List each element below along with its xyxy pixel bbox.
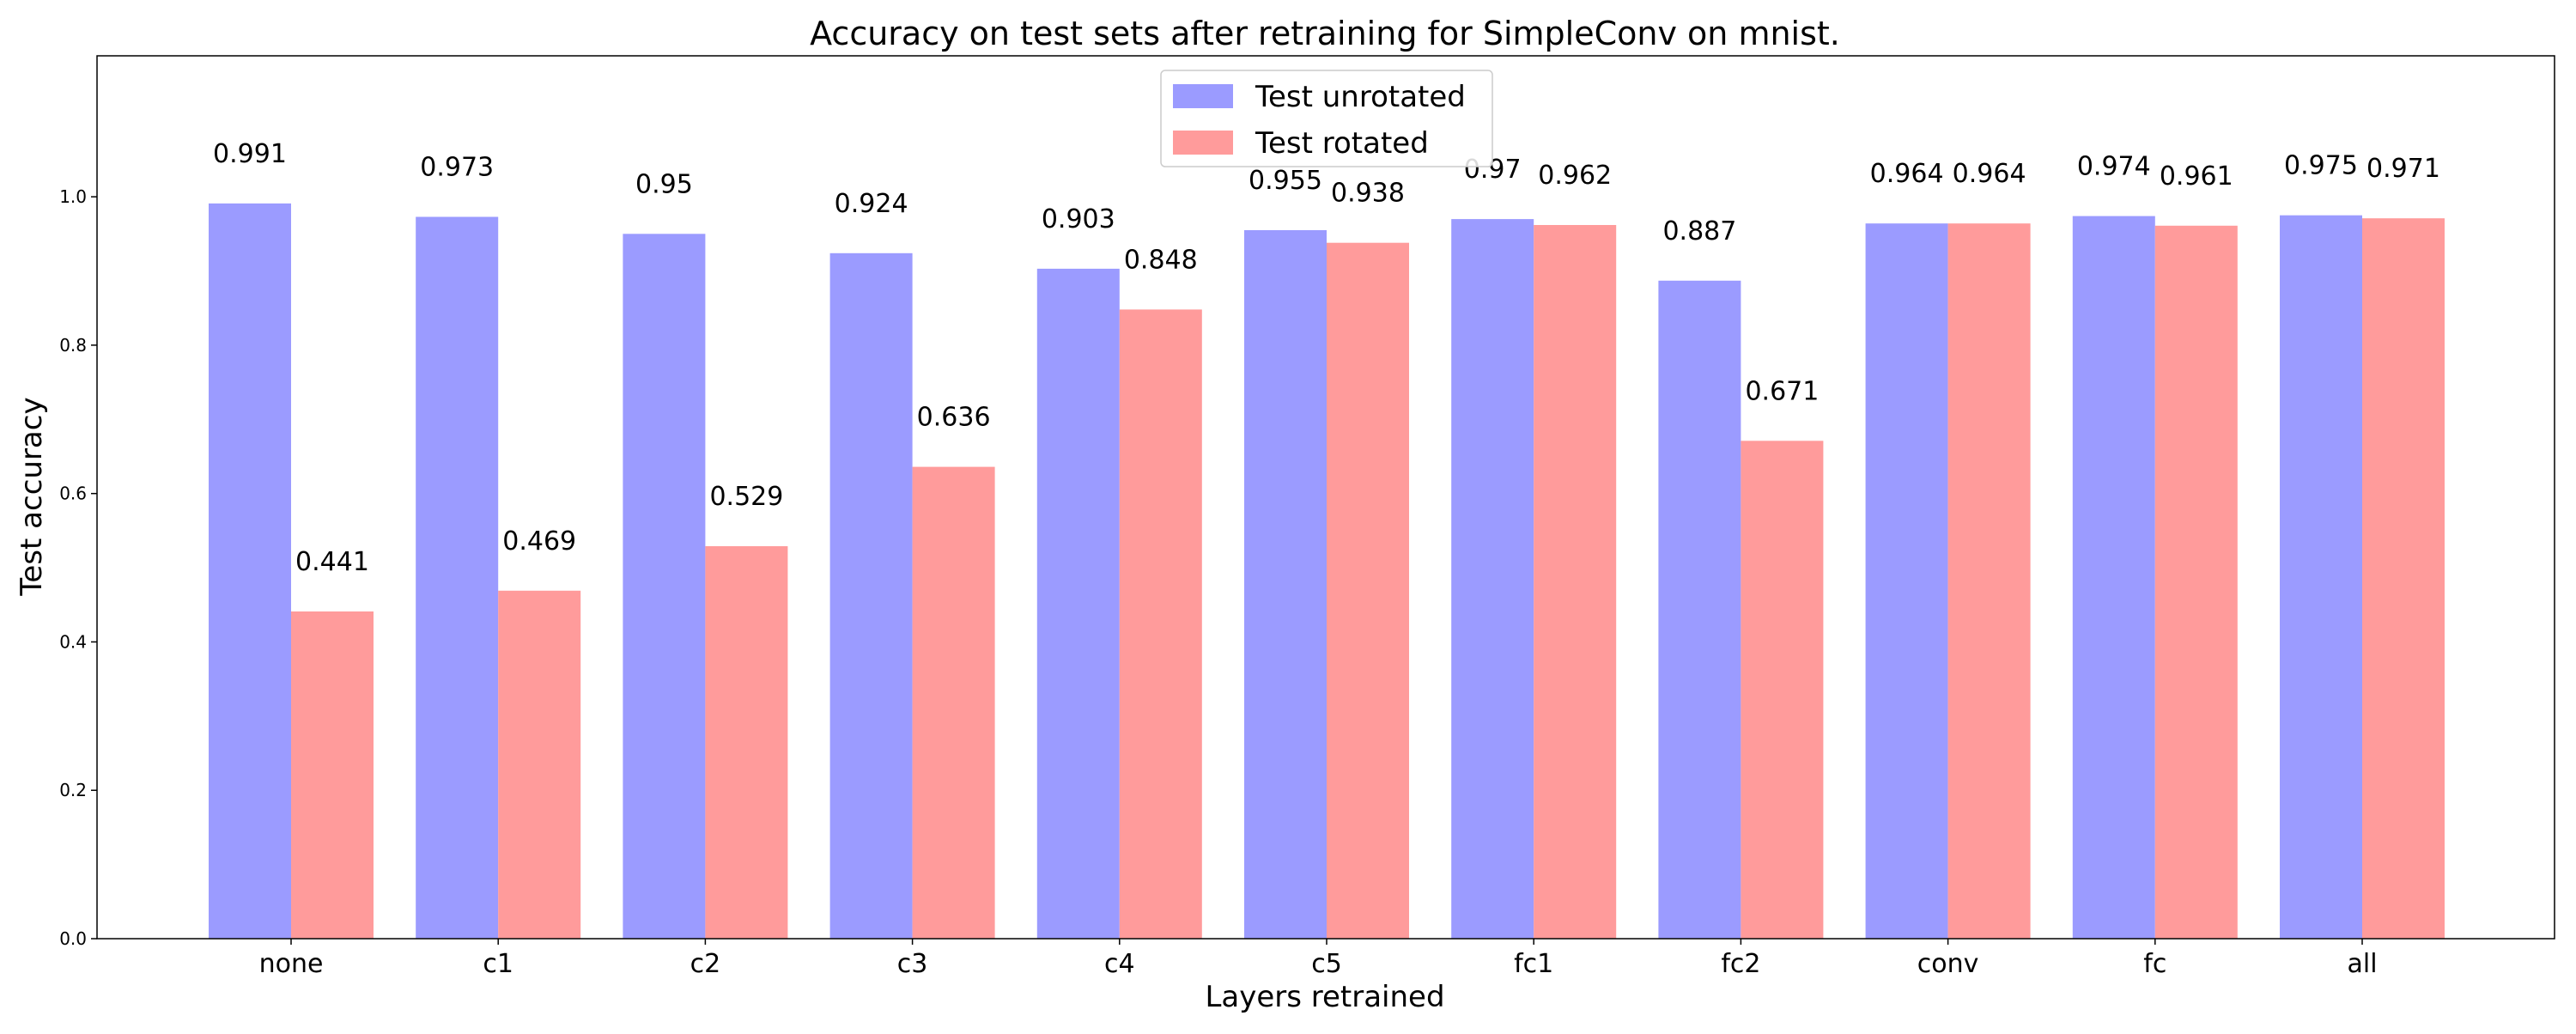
data-label-unrotated-c3: 0.924 [835, 189, 908, 219]
bar-rotated-fc2 [1741, 441, 1824, 939]
bar-rotated-conv [1947, 223, 2031, 939]
x-tick-label-all: all [2347, 949, 2377, 979]
bar-unrotated-fc2 [1658, 280, 1741, 939]
y-tick-label-0.4: 0.4 [59, 631, 87, 652]
data-label-rotated-all: 0.971 [2366, 154, 2440, 184]
x-tick-label-c4: c4 [1104, 949, 1135, 979]
data-label-rotated-fc1: 0.962 [1538, 161, 1612, 191]
bar-rotated-all [2362, 218, 2445, 939]
data-label-rotated-none: 0.441 [295, 547, 369, 577]
data-label-unrotated-fc2: 0.887 [1662, 216, 1736, 246]
bar-unrotated-all [2280, 215, 2362, 939]
y-tick-label-1.0: 1.0 [59, 186, 87, 207]
x-tick-label-fc: fc [2143, 949, 2166, 979]
x-tick-label-fc2: fc2 [1721, 949, 1760, 979]
bar-rotated-fc1 [1534, 225, 1617, 939]
plot-frame [96, 55, 2555, 940]
data-label-unrotated-conv: 0.964 [1870, 159, 1944, 189]
data-label-rotated-c1: 0.469 [502, 526, 576, 557]
bar-unrotated-c1 [416, 216, 499, 939]
data-label-unrotated-fc: 0.974 [2077, 152, 2151, 182]
x-tick-label-fc1: fc1 [1514, 949, 1553, 979]
y-tick-label-0.6: 0.6 [59, 484, 87, 504]
bar-unrotated-none [209, 203, 291, 939]
y-axis-label: Test accuracy [15, 397, 49, 596]
x-tick-label-c5: c5 [1311, 949, 1342, 979]
bar-unrotated-c3 [829, 252, 913, 939]
bar-rotated-c1 [498, 590, 581, 939]
x-axis-label: Layers retrained [1205, 980, 1444, 1014]
data-label-unrotated-all: 0.975 [2284, 151, 2358, 181]
legend-swatch-unrotated [1173, 84, 1233, 108]
x-tick-label-conv: conv [1917, 949, 1979, 979]
data-label-unrotated-c4: 0.903 [1042, 204, 1115, 234]
y-tick-label-0.0: 0.0 [59, 928, 87, 949]
bar-unrotated-c5 [1244, 230, 1327, 939]
data-label-rotated-fc2: 0.671 [1745, 376, 1819, 406]
legend-label-rotated: Test rotated [1255, 126, 1429, 161]
data-label-rotated-c2: 0.529 [709, 482, 783, 512]
data-label-rotated-fc: 0.961 [2160, 161, 2233, 192]
data-label-unrotated-c2: 0.95 [635, 169, 693, 199]
chart-title: Accuracy on test sets after retraining f… [810, 15, 1840, 52]
bar-rotated-c5 [1327, 242, 1409, 939]
bar-rotated-fc [2154, 225, 2238, 939]
bar-rotated-none [291, 611, 374, 939]
data-label-unrotated-none: 0.991 [213, 139, 287, 169]
x-tick-label-c3: c3 [897, 949, 928, 979]
legend-box [1160, 70, 1493, 167]
legend-label-unrotated: Test unrotated [1255, 80, 1466, 114]
data-label-rotated-c5: 0.938 [1331, 179, 1405, 209]
x-tick-label-c2: c2 [690, 949, 721, 979]
y-tick-label-0.8: 0.8 [59, 335, 87, 356]
bar-rotated-c2 [705, 546, 788, 939]
x-tick-label-c1: c1 [483, 949, 513, 979]
y-tick-label-0.2: 0.2 [59, 780, 87, 800]
bar-unrotated-fc1 [1451, 219, 1534, 940]
data-label-unrotated-c1: 0.973 [420, 153, 494, 183]
data-label-rotated-c4: 0.848 [1124, 245, 1198, 275]
x-tick-label-none: none [259, 949, 324, 979]
data-label-rotated-c3: 0.636 [917, 403, 991, 433]
bar-unrotated-conv [1865, 223, 1948, 939]
bar-rotated-c3 [912, 466, 995, 939]
bar-unrotated-fc [2072, 216, 2155, 940]
data-label-unrotated-c5: 0.955 [1249, 166, 1322, 196]
data-label-rotated-conv: 0.964 [1953, 159, 2026, 189]
bar-unrotated-c4 [1036, 268, 1120, 939]
bar-rotated-c4 [1119, 309, 1202, 939]
legend-swatch-rotated [1173, 131, 1233, 155]
bar-unrotated-c2 [623, 234, 706, 939]
